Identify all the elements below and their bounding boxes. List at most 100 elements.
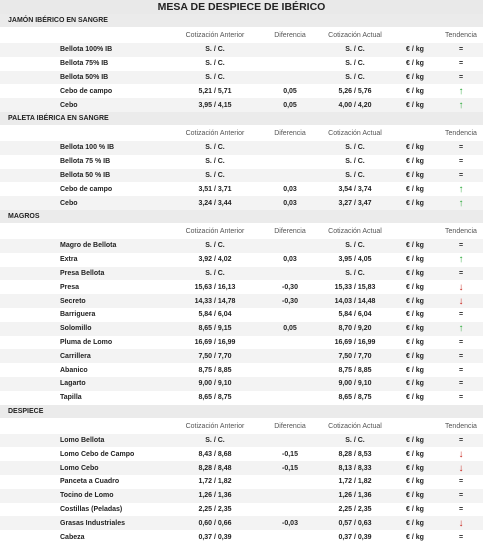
current-price: 8,28 / 8,53 [338, 450, 372, 458]
page-title: MESA DE DESPIECE DE IBÉRICO [0, 0, 483, 14]
price-unit: € / kg [406, 87, 424, 95]
product-name: Tapilla [60, 394, 82, 402]
table-row: Extra 3,92 / 4,02 0,03 3,95 / 4,05 € / kg ↑ [0, 253, 483, 267]
product-name: Lomo Bellota [60, 436, 105, 444]
trend-indicator: = [458, 394, 464, 402]
product-name: Abanico [60, 366, 88, 374]
previous-price: S. / C. [205, 73, 225, 81]
current-price: 1,26 / 1,36 [338, 492, 372, 500]
price-unit: € / kg [406, 352, 424, 360]
price-unit: € / kg [406, 144, 424, 152]
product-name: Tocino de Lomo [60, 492, 114, 500]
previous-price: 0,37 / 0,39 [198, 533, 232, 541]
column-header: Tendencia [445, 129, 477, 137]
column-header: Diferencia [274, 422, 306, 430]
table-row: Bellota 100% IB S. / C. S. / C. € / kg = [0, 43, 483, 57]
trend-indicator: ↓ [458, 281, 464, 293]
current-price: 8,65 / 8,75 [338, 394, 372, 402]
product-name: Bellota 50% IB [60, 73, 109, 81]
price-difference: 0,03 [283, 199, 297, 207]
trend-indicator: = [458, 158, 464, 166]
product-name: Barriguera [60, 311, 96, 319]
price-difference: -0,30 [282, 297, 298, 305]
trend-indicator: = [458, 60, 464, 68]
table-row: Bellota 50% IB S. / C. S. / C. € / kg = [0, 70, 483, 85]
previous-price: 1,72 / 1,82 [198, 478, 232, 486]
column-header: Cotización Anterior [185, 129, 245, 137]
product-name: Carrillera [60, 352, 91, 360]
previous-price: S. / C. [205, 46, 225, 54]
column-header: Cotización Actual [328, 32, 382, 39]
product-name: Costillas (Peladas) [60, 505, 123, 513]
table-row: Bellota 75 % IB S. / C. S. / C. € / kg = [0, 155, 483, 169]
price-unit: € / kg [406, 338, 424, 346]
table-row: Tapilla 8,65 / 8,75 8,65 / 8,75 € / kg = [0, 391, 483, 405]
product-name: Bellota 100% IB [60, 46, 113, 54]
table-row: Secreto 14,33 / 14,78 -0,30 14,03 / 14,48 € … [0, 294, 483, 308]
previous-price: 3,95 / 4,15 [198, 101, 232, 109]
price-unit: € / kg [406, 464, 424, 472]
current-price: 2,25 / 2,35 [338, 505, 372, 513]
column-header-row: Cotización Anterior Diferencia Cotización … [0, 126, 483, 141]
product-name: Grasas Industriales [60, 519, 125, 527]
table-row: Lomo Cebo 8,28 / 8,48 -0,15 8,13 / 8,33 € / … [0, 461, 483, 475]
price-unit: € / kg [406, 73, 424, 81]
price-difference: -0,30 [282, 283, 298, 291]
price-difference: 0,03 [283, 185, 297, 193]
column-header: Diferencia [274, 32, 306, 39]
current-price: S. / C. [345, 46, 365, 54]
price-difference: -0,15 [282, 464, 298, 472]
previous-price: 2,25 / 2,35 [198, 505, 232, 513]
table-row: Cabeza 0,37 / 0,39 0,37 / 0,39 € / kg = [0, 530, 483, 544]
trend-indicator: = [458, 144, 464, 152]
current-price: 1,72 / 1,82 [338, 478, 372, 486]
current-price: S. / C. [345, 171, 365, 179]
column-header: Cotización Actual [328, 129, 382, 137]
column-header: Tendencia [445, 227, 477, 235]
table-row: Presa Bellota S. / C. S. / C. € / kg = [0, 266, 483, 281]
price-unit: € / kg [406, 325, 424, 333]
previous-price: S. / C. [205, 269, 225, 277]
trend-indicator: = [458, 492, 464, 500]
previous-price: 5,84 / 6,04 [198, 311, 232, 319]
trend-indicator: ↓ [458, 448, 464, 460]
table-row: Tocino de Lomo 1,26 / 1,36 1,26 / 1,36 € / … [0, 488, 483, 503]
price-unit: € / kg [406, 297, 424, 305]
previous-price: 3,92 / 4,02 [198, 256, 232, 264]
current-price: S. / C. [345, 144, 365, 152]
trend-indicator: = [458, 171, 464, 179]
table-row: Grasas Industriales 0,60 / 0,66 -0,03 0,57 … [0, 516, 483, 531]
previous-price: 5,21 / 5,71 [198, 87, 232, 95]
product-name: Pluma de Lomo [60, 338, 113, 346]
price-unit: € / kg [406, 450, 424, 458]
price-unit: € / kg [406, 158, 424, 166]
table-row: Lagarto 9,00 / 9,10 9,00 / 9,10 € / kg = [0, 376, 483, 391]
price-unit: € / kg [406, 436, 424, 444]
current-price: S. / C. [345, 158, 365, 166]
trend-indicator: = [458, 269, 464, 277]
previous-price: 8,65 / 9,15 [198, 325, 232, 333]
product-name: Solomillo [60, 325, 92, 333]
current-price: 0,57 / 0,63 [338, 519, 372, 527]
previous-price: S. / C. [205, 158, 225, 166]
previous-price: 14,33 / 14,78 [194, 297, 236, 305]
price-unit: € / kg [406, 394, 424, 402]
table-row: Cebo 3,24 / 3,44 0,03 3,27 / 3,47 € / kg ↑ [0, 196, 483, 210]
product-name: Lagarto [60, 380, 86, 388]
price-difference: -0,15 [282, 450, 298, 458]
product-name: Bellota 50 % IB [60, 171, 111, 179]
price-table: JAMÓN IBÉRICO EN SANGRE Cotización Anteri… [0, 14, 483, 544]
product-name: Extra [60, 256, 78, 264]
current-price: 5,26 / 5,76 [338, 87, 372, 95]
trend-indicator: ↑ [458, 197, 464, 209]
previous-price: 3,24 / 3,44 [198, 199, 232, 207]
product-name: Panceta a Cuadro [60, 478, 120, 486]
trend-indicator: ↑ [458, 99, 464, 111]
previous-price: 7,50 / 7,70 [198, 352, 232, 360]
current-price: 5,84 / 6,04 [338, 311, 372, 319]
column-header-row: Cotización Anterior Diferencia Cotización … [0, 28, 483, 43]
table-row: Cebo de campo 5,21 / 5,71 0,05 5,26 / 5,76 €… [0, 84, 483, 98]
current-price: 16,69 / 16,99 [334, 338, 376, 346]
table-row: Bellota 100 % IB S. / C. S. / C. € / kg = [0, 140, 483, 155]
price-unit: € / kg [406, 60, 424, 68]
